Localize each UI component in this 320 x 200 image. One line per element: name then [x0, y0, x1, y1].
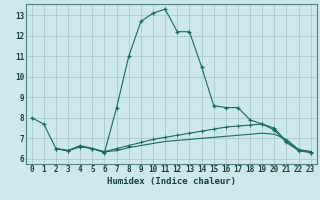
X-axis label: Humidex (Indice chaleur): Humidex (Indice chaleur): [107, 177, 236, 186]
